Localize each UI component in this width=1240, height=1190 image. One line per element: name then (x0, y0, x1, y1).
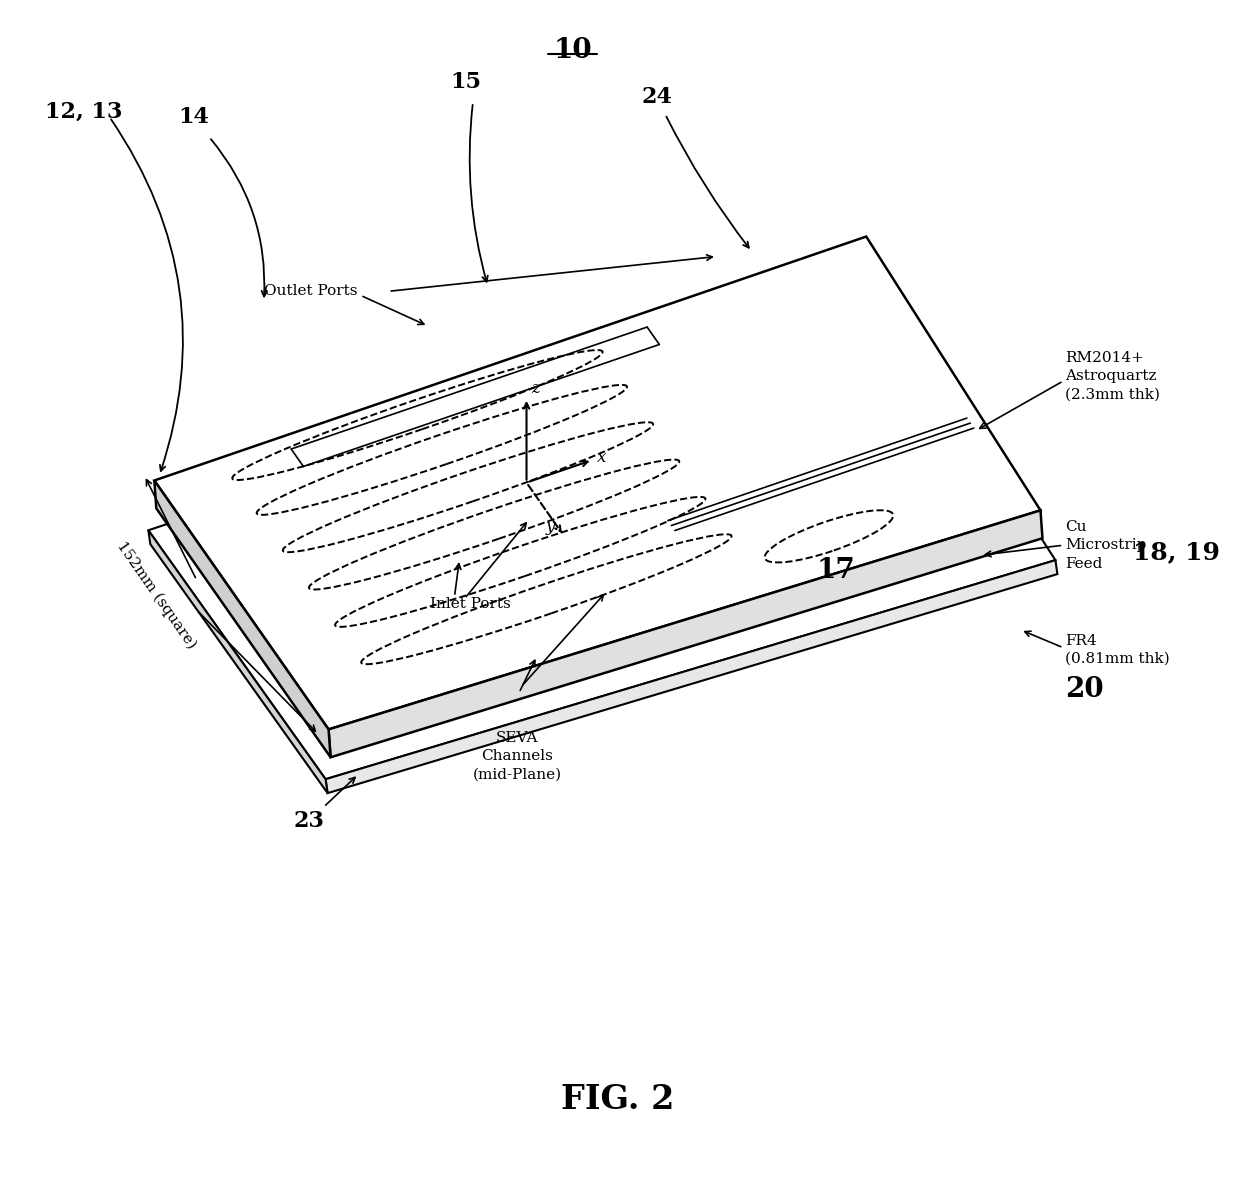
Text: 152mm (square): 152mm (square) (114, 539, 200, 651)
Text: z: z (532, 380, 541, 397)
Text: Outlet Ports: Outlet Ports (264, 284, 357, 299)
Polygon shape (149, 531, 327, 794)
Text: 17: 17 (817, 557, 856, 583)
Text: FIG. 2: FIG. 2 (560, 1083, 675, 1116)
Text: x: x (598, 449, 606, 466)
Text: 20: 20 (1065, 676, 1104, 703)
Text: 12, 13: 12, 13 (45, 101, 123, 123)
Polygon shape (329, 511, 1043, 757)
Text: 24: 24 (642, 86, 672, 108)
Text: y: y (546, 518, 556, 534)
Text: 15: 15 (450, 71, 481, 93)
Polygon shape (154, 481, 331, 757)
Text: 10: 10 (553, 37, 591, 64)
Text: 18, 19: 18, 19 (1133, 540, 1220, 564)
Text: FR4
(0.81mm thk): FR4 (0.81mm thk) (1065, 633, 1171, 666)
Text: Cu
Microstrip
Feed: Cu Microstrip Feed (1065, 520, 1147, 571)
Polygon shape (326, 560, 1058, 794)
Text: Inlet Ports: Inlet Ports (429, 597, 511, 610)
Text: 14: 14 (179, 106, 210, 129)
Text: SEVA
Channels
(mid-Plane): SEVA Channels (mid-Plane) (472, 731, 562, 782)
Text: RM2014+
Astroquartz
(2.3mm thk): RM2014+ Astroquartz (2.3mm thk) (1065, 351, 1161, 401)
Polygon shape (154, 237, 1040, 729)
Text: 23: 23 (293, 810, 324, 832)
Polygon shape (149, 287, 1055, 779)
